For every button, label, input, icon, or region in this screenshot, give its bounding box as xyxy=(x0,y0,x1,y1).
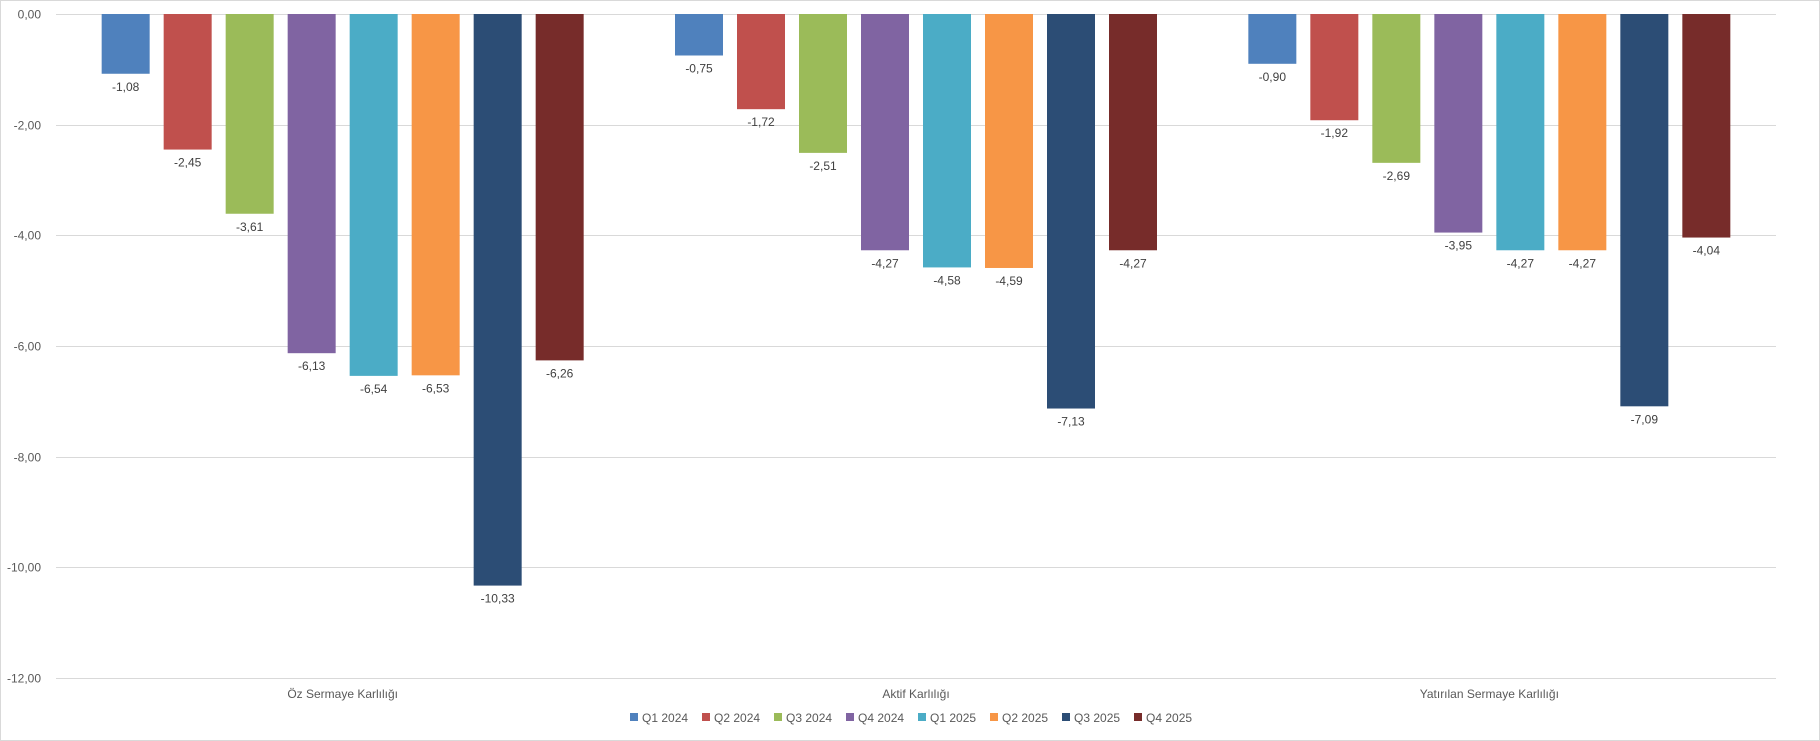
data-label: -2,69 xyxy=(1383,169,1411,183)
bar xyxy=(1558,14,1607,251)
data-label: -6,26 xyxy=(546,366,574,380)
y-axis-ticks: 0,00 -2,00 -4,00 -6,00 -8,00 -10,00 -12,00 xyxy=(7,8,41,686)
legend-label: Q2 2024 xyxy=(714,711,760,725)
legend-label: Q1 2025 xyxy=(930,711,976,725)
bar xyxy=(1372,14,1421,163)
bar xyxy=(225,14,274,214)
data-label: -4,27 xyxy=(1507,256,1535,270)
bar xyxy=(861,14,909,251)
data-label: -1,08 xyxy=(112,80,140,94)
bar xyxy=(1496,14,1545,251)
data-label: -7,09 xyxy=(1631,412,1659,426)
bar xyxy=(1682,14,1731,238)
legend-label: Q2 2025 xyxy=(1002,711,1048,725)
y-tick-label: -6,00 xyxy=(14,340,42,354)
legend-swatch xyxy=(702,713,710,721)
legend-label: Q3 2024 xyxy=(786,711,832,725)
bar xyxy=(473,14,522,586)
y-tick-label: -10,00 xyxy=(7,561,41,575)
data-label: -4,27 xyxy=(1119,256,1147,270)
legend-label: Q3 2025 xyxy=(1074,711,1120,725)
bar xyxy=(923,14,971,268)
bar xyxy=(163,14,212,150)
bar xyxy=(1434,14,1483,233)
data-label: -4,27 xyxy=(871,256,899,270)
y-tick-label: -12,00 xyxy=(7,672,41,686)
legend-label: Q4 2024 xyxy=(858,711,904,725)
bar xyxy=(1109,14,1157,251)
legend-swatch xyxy=(990,713,998,721)
data-label: -4,27 xyxy=(1569,256,1597,270)
category-label: Öz Sermaye Karlılığı xyxy=(287,687,398,701)
legend-swatch xyxy=(1134,713,1142,721)
bar xyxy=(1620,14,1669,407)
y-tick-label: -8,00 xyxy=(14,451,42,465)
bar xyxy=(349,14,398,376)
bar xyxy=(737,14,785,110)
x-axis-categories: Öz Sermaye Karlılığı Aktif Karlılığı Yatır… xyxy=(287,687,1559,701)
data-label: -1,72 xyxy=(747,115,775,129)
legend-swatch xyxy=(1062,713,1070,721)
bar xyxy=(1310,14,1359,121)
bar xyxy=(1248,14,1297,64)
data-label: -1,92 xyxy=(1321,126,1349,140)
y-tick-label: -2,00 xyxy=(14,119,42,133)
data-label: -3,61 xyxy=(236,220,264,234)
data-label: -6,13 xyxy=(298,359,326,373)
data-label: -6,53 xyxy=(422,381,450,395)
bars xyxy=(101,14,1731,586)
bar xyxy=(287,14,336,354)
gridlines xyxy=(56,14,1776,679)
data-labels: -1,08 -2,45 -3,61 -6,13 -6,54 -6,53 -10,33 -6,2… xyxy=(112,62,1720,606)
data-label: -7,13 xyxy=(1057,415,1085,429)
legend-swatch xyxy=(774,713,782,721)
bar xyxy=(799,14,847,153)
legend-label: Q1 2024 xyxy=(642,711,688,725)
category-label: Aktif Karlılığı xyxy=(882,687,949,701)
legend: Q1 2024 Q2 2024 Q3 2024 Q4 2024 Q1 2025 Q2 20… xyxy=(630,711,1192,725)
legend-label: Q4 2025 xyxy=(1146,711,1192,725)
data-label: -2,45 xyxy=(174,156,202,170)
data-label: -4,59 xyxy=(995,274,1023,288)
data-label: -4,04 xyxy=(1693,244,1721,258)
y-tick-label: 0,00 xyxy=(18,8,42,22)
legend-swatch xyxy=(846,713,854,721)
y-tick-label: -4,00 xyxy=(14,229,42,243)
bar xyxy=(411,14,460,376)
bar xyxy=(535,14,584,361)
bar xyxy=(985,14,1033,268)
data-label: -4,58 xyxy=(933,273,961,287)
data-label: -2,51 xyxy=(809,159,837,173)
data-label: -3,95 xyxy=(1445,239,1473,253)
bar xyxy=(101,14,150,74)
bar xyxy=(1047,14,1095,409)
data-label: -6,54 xyxy=(360,382,388,396)
data-label: -0,75 xyxy=(685,62,713,76)
legend-swatch xyxy=(918,713,926,721)
bar xyxy=(675,14,723,56)
data-label: -0,90 xyxy=(1259,70,1287,84)
data-label: -10,33 xyxy=(481,592,515,606)
legend-swatch xyxy=(630,713,638,721)
category-label: Yatırılan Sermaye Karlılığı xyxy=(1420,687,1559,701)
